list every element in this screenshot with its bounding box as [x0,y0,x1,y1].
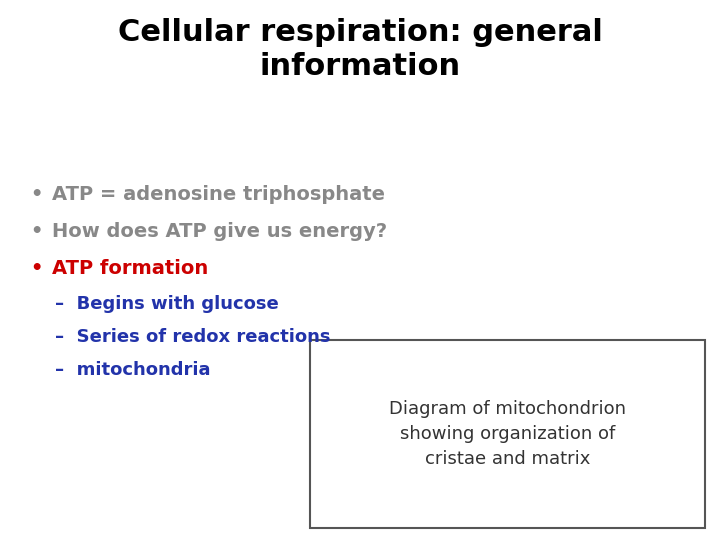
Text: •: • [30,222,42,241]
Text: ATP formation: ATP formation [52,259,208,278]
Text: •: • [30,259,42,278]
Text: •: • [30,185,42,204]
Text: ATP = adenosine triphosphate: ATP = adenosine triphosphate [52,185,385,204]
Text: How does ATP give us energy?: How does ATP give us energy? [52,222,387,241]
Text: –  mitochondria: – mitochondria [55,361,210,379]
Text: –  Begins with glucose: – Begins with glucose [55,295,279,313]
Text: Cellular respiration: general
information: Cellular respiration: general informatio… [117,18,603,80]
Text: –  Series of redox reactions: – Series of redox reactions [55,328,330,346]
Text: Diagram of mitochondrion
showing organization of
cristae and matrix: Diagram of mitochondrion showing organiz… [389,400,626,468]
Bar [310,340,705,528]
